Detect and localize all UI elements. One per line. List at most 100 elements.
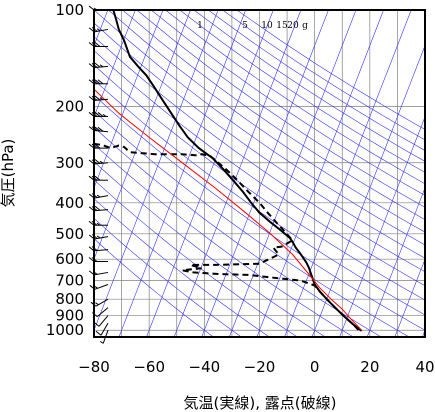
wind-barb-staff [94, 195, 109, 199]
dry-adiabat-line [94, 179, 298, 337]
thermodynamic-guide-lines [94, 10, 425, 337]
wind-barb-half-flag [102, 114, 107, 117]
wind-barb [88, 112, 108, 117]
mixing-ratio-label: 1 [197, 21, 203, 31]
isotherm-line [173, 10, 302, 337]
wind-barbs [88, 5, 109, 344]
wind-barb [88, 193, 109, 199]
y-tick-label: 700 [55, 272, 84, 290]
wind-barb-half-flag [99, 340, 104, 344]
wind-barb [88, 159, 109, 165]
wind-barb-flag [94, 175, 101, 181]
dry-adiabat-line [179, 10, 425, 173]
dewpoint-line [94, 142, 363, 333]
dry-adiabat-line [94, 198, 270, 337]
plot-frame [93, 9, 426, 338]
wind-barb-flag [94, 95, 101, 101]
mixing-ratio-label: 15 [276, 21, 288, 31]
wind-barb-half-flag [99, 97, 104, 101]
dry-adiabat-line [94, 94, 425, 331]
x-axis-title: 気温(実線), 露点(破線) [184, 394, 337, 412]
wind-barb-flag [94, 112, 101, 117]
wind-barb-half-flag [96, 28, 101, 32]
dry-adiabat-line [94, 79, 425, 316]
wind-barb [95, 322, 109, 336]
y-tick-label: 500 [55, 225, 84, 243]
wind-barb-flag [97, 79, 104, 85]
isotherm-line [284, 10, 412, 337]
dry-adiabat-line [94, 126, 382, 337]
y-tick-label: 100 [55, 1, 84, 19]
isotherm-line [256, 10, 384, 337]
wind-barb-flag [94, 79, 101, 85]
y-tick-label: 300 [55, 154, 84, 172]
x-tick-label: −20 [244, 358, 276, 376]
isotherm-line [118, 10, 246, 337]
wind-barb-half-flag [99, 160, 104, 164]
isotherm-line [339, 115, 425, 337]
dry-adiabat-line [94, 10, 425, 246]
wind-barb [88, 126, 109, 133]
y-axis-title: 気圧(hPa) [0, 139, 17, 208]
dry-adiabat-line [94, 217, 242, 337]
isotherm-line [394, 258, 425, 337]
wind-barb [88, 79, 108, 85]
mixing-ratio-label: g [302, 21, 308, 31]
dry-adiabat-line [208, 10, 425, 151]
isotherm-line [94, 10, 191, 261]
wind-barb-flag [94, 205, 101, 211]
sounding-series [94, 10, 363, 333]
wind-barb [89, 284, 109, 290]
wind-barb [88, 95, 109, 101]
isotherm-line [311, 44, 425, 337]
x-tick-label: −80 [78, 358, 110, 376]
temperature-line [112, 10, 363, 332]
dry-adiabat-line [193, 10, 425, 162]
mixing-ratio-label: 10 [261, 21, 273, 31]
wind-barb-half-flag [99, 64, 104, 68]
wind-barb-staff [95, 298, 109, 307]
wind-barb [88, 270, 109, 276]
wind-barb-half-flag [96, 194, 101, 198]
wind-barb-flag [95, 330, 102, 336]
y-tick-label: 200 [55, 97, 84, 115]
wind-barb [88, 62, 109, 69]
dry-adiabat-line [94, 50, 425, 287]
dry-adiabat-line [94, 161, 326, 337]
dry-adiabat-line [108, 10, 425, 233]
isotherm-line [94, 10, 219, 332]
x-tick-label: 0 [310, 358, 320, 376]
dry-adiabat-line [94, 238, 214, 337]
mixing-ratio-labels: 1 5 10 15 20 g [197, 21, 308, 31]
dry-adiabat-line [94, 36, 425, 273]
isotherm-line [229, 10, 357, 337]
x-tick-label: −40 [189, 358, 221, 376]
mixing-ratio-label: 20 [287, 21, 299, 31]
isotherm-line [94, 10, 164, 189]
wind-barb-flag [94, 143, 101, 149]
wind-barb [88, 234, 109, 240]
y-tick-label: 900 [55, 307, 84, 325]
isotherm-line [366, 186, 425, 337]
wind-barb-flag [97, 126, 104, 132]
dry-adiabat-line [122, 10, 425, 220]
wind-barb-staff [94, 284, 109, 290]
y-tick-label: 1000 [46, 321, 84, 339]
wind-barb-staff [94, 28, 109, 33]
y-tick-label: 400 [55, 194, 84, 212]
wind-barb-flag [97, 112, 104, 117]
y-tick-label: 800 [55, 290, 84, 308]
x-tick-label: 20 [360, 358, 379, 376]
isotherm-line [146, 10, 274, 337]
dry-adiabat-line [94, 22, 425, 259]
wind-barb [88, 220, 108, 226]
wind-barb-half-flag [95, 302, 99, 306]
mixing-ratio-label: 5 [242, 21, 248, 31]
y-tick-label: 600 [55, 250, 84, 268]
wind-barb-staff [94, 236, 109, 240]
wind-barb-flag [94, 62, 101, 68]
wind-barb-half-flag [94, 285, 98, 289]
wind-barb-flag [94, 126, 101, 132]
